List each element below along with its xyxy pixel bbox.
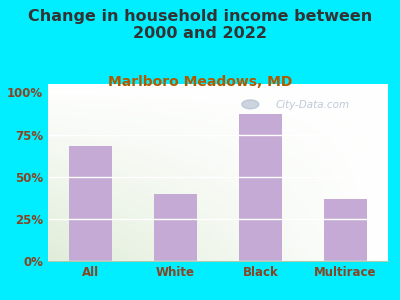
Bar [69,146,112,261]
Bar [239,114,282,261]
Bar [324,199,367,261]
Text: Marlboro Meadows, MD: Marlboro Meadows, MD [108,75,292,89]
Text: City-Data.com: City-Data.com [276,100,350,110]
Bar [154,194,197,261]
Text: Change in household income between
2000 and 2022: Change in household income between 2000 … [28,9,372,41]
Circle shape [242,100,259,109]
